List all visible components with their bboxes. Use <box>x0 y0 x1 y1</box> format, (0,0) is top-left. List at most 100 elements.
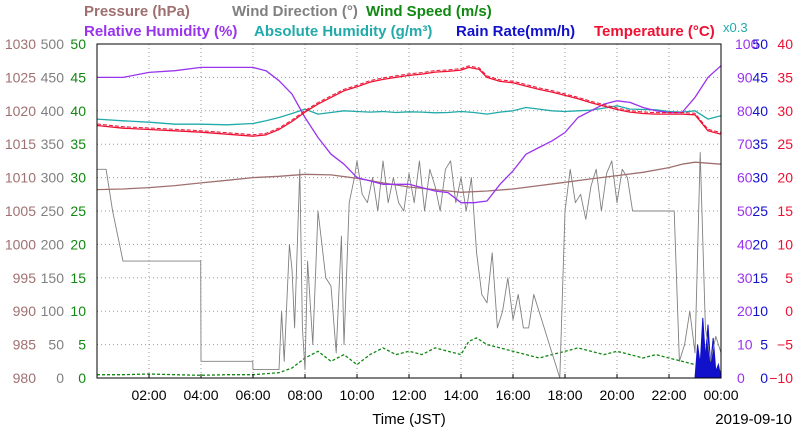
wind-speed-series <box>97 337 722 376</box>
date-label: 2019-09-10 <box>715 411 792 428</box>
legend-entry: Rain Rate(mm/h) <box>456 23 575 40</box>
wind_speed-tick-label: 40 <box>70 103 86 119</box>
wind_speed-tick-label: 0 <box>78 370 86 386</box>
pressure-tick-label: 995 <box>13 270 37 286</box>
pressure-tick-label: 1010 <box>5 170 36 186</box>
wind_speed-tick-label: 5 <box>78 337 86 353</box>
humidity-tick-label: 0 <box>737 370 745 386</box>
pressure-tick-label: 1020 <box>5 103 36 119</box>
humidity-tick-label: 70 <box>737 136 753 152</box>
wind_speed-tick-label: 20 <box>70 236 86 252</box>
wind_direction-tick-label: 250 <box>41 203 65 219</box>
temperature-tick-label: 5 <box>785 270 793 286</box>
x-tick-label: 00:00 <box>703 387 738 403</box>
axes: 9809859909951000100510101015102010251030… <box>5 36 793 403</box>
humidity-tick-label: 90 <box>737 69 753 85</box>
pressure-tick-label: 1005 <box>5 203 36 219</box>
x-tick-label: 16:00 <box>495 387 530 403</box>
temperature-tick-label: 10 <box>777 236 793 252</box>
x-axis-label: Time (JST) <box>372 411 446 428</box>
x-tick-label: 08:00 <box>287 387 322 403</box>
rain-tick-label: 10 <box>752 303 768 319</box>
pressure-tick-label: 985 <box>13 337 37 353</box>
temperature-tick-label: 30 <box>777 103 793 119</box>
x-tick-label: 06:00 <box>235 387 270 403</box>
wind_speed-tick-label: 35 <box>70 136 86 152</box>
temperature-tick-label: 20 <box>777 170 793 186</box>
rain-tick-label: 40 <box>752 103 768 119</box>
wind_direction-tick-label: 0 <box>56 370 64 386</box>
temperature-tick-label: −5 <box>777 337 793 353</box>
wind_direction-tick-label: 100 <box>41 303 65 319</box>
grid <box>97 44 721 378</box>
rain-tick-label: 30 <box>752 170 768 186</box>
x-tick-label: 14:00 <box>443 387 478 403</box>
wind_direction-tick-label: 350 <box>41 136 65 152</box>
x-tick-label: 12:00 <box>391 387 426 403</box>
temperature-tick-label: 15 <box>777 203 793 219</box>
pressure-tick-label: 1015 <box>5 136 36 152</box>
temperature-tick-label: 35 <box>777 69 793 85</box>
pressure-tick-label: 980 <box>13 370 37 386</box>
pressure-tick-label: 1000 <box>5 236 36 252</box>
wind_direction-tick-label: 200 <box>41 236 65 252</box>
temperature-tick-label: 0 <box>785 303 793 319</box>
legend-entry: Wind Direction (°) <box>232 3 358 20</box>
legend-entry: Relative Humidity (%) <box>84 23 237 40</box>
legend: Pressure (hPa) Wind Direction (°) Wind Spe… <box>84 3 748 40</box>
wind_direction-tick-label: 400 <box>41 103 65 119</box>
temperature-series <box>96 66 722 137</box>
wind_speed-tick-label: 30 <box>70 170 86 186</box>
absolute-humidity-series <box>96 105 722 126</box>
wind_speed-tick-label: 25 <box>70 203 86 219</box>
humidity-tick-label: 40 <box>737 236 753 252</box>
wind_direction-tick-label: 150 <box>41 270 65 286</box>
rain-tick-label: 50 <box>752 36 768 52</box>
wind_direction-tick-label: 300 <box>41 170 65 186</box>
wind_direction-tick-label: 450 <box>41 69 65 85</box>
legend-entry: x0.3 <box>723 20 748 35</box>
temperature-series-companion <box>96 65 722 136</box>
humidity-tick-label: 30 <box>737 270 753 286</box>
x-tick-label: 20:00 <box>599 387 634 403</box>
x-tick-label: 02:00 <box>131 387 166 403</box>
temperature-tick-label: 40 <box>777 36 793 52</box>
rain-tick-label: 35 <box>752 136 768 152</box>
humidity-tick-label: 100 <box>735 36 759 52</box>
wind_speed-tick-label: 10 <box>70 303 86 319</box>
rain-tick-label: 20 <box>752 236 768 252</box>
humidity-tick-label: 10 <box>737 337 753 353</box>
rain-tick-label: 15 <box>752 270 768 286</box>
wind_speed-tick-label: 50 <box>70 36 86 52</box>
x-tick-label: 18:00 <box>547 387 582 403</box>
rain-tick-label: 5 <box>760 337 768 353</box>
temperature-tick-label: 25 <box>777 136 793 152</box>
pressure-tick-label: 1030 <box>5 36 36 52</box>
x-tick-label: 04:00 <box>183 387 218 403</box>
relative-humidity-series <box>97 65 722 204</box>
legend-entry: Pressure (hPa) <box>84 3 190 20</box>
series-layer <box>96 65 722 379</box>
pressure-series <box>96 161 722 193</box>
rain-rate-series <box>694 317 722 379</box>
legend-entry: Temperature (°C) <box>594 23 715 40</box>
legend-entry: Absolute Humidity (g/m³) <box>254 23 432 40</box>
wind_direction-tick-label: 50 <box>48 337 64 353</box>
humidity-tick-label: 60 <box>737 170 753 186</box>
temperature-tick-label: −10 <box>769 370 793 386</box>
wind_direction-tick-label: 500 <box>41 36 65 52</box>
pressure-tick-label: 990 <box>13 303 37 319</box>
wind_speed-tick-label: 45 <box>70 69 86 85</box>
wind_speed-tick-label: 15 <box>70 270 86 286</box>
humidity-tick-label: 80 <box>737 103 753 119</box>
pressure-tick-label: 1025 <box>5 69 36 85</box>
rain-tick-label: 0 <box>760 370 768 386</box>
humidity-tick-label: 20 <box>737 303 753 319</box>
x-tick-label: 10:00 <box>339 387 374 403</box>
humidity-tick-label: 50 <box>737 203 753 219</box>
legend-entry: Wind Speed (m/s) <box>366 3 492 20</box>
x-tick-label: 22:00 <box>651 387 686 403</box>
rain-tick-label: 45 <box>752 69 768 85</box>
rain-tick-label: 25 <box>752 203 768 219</box>
